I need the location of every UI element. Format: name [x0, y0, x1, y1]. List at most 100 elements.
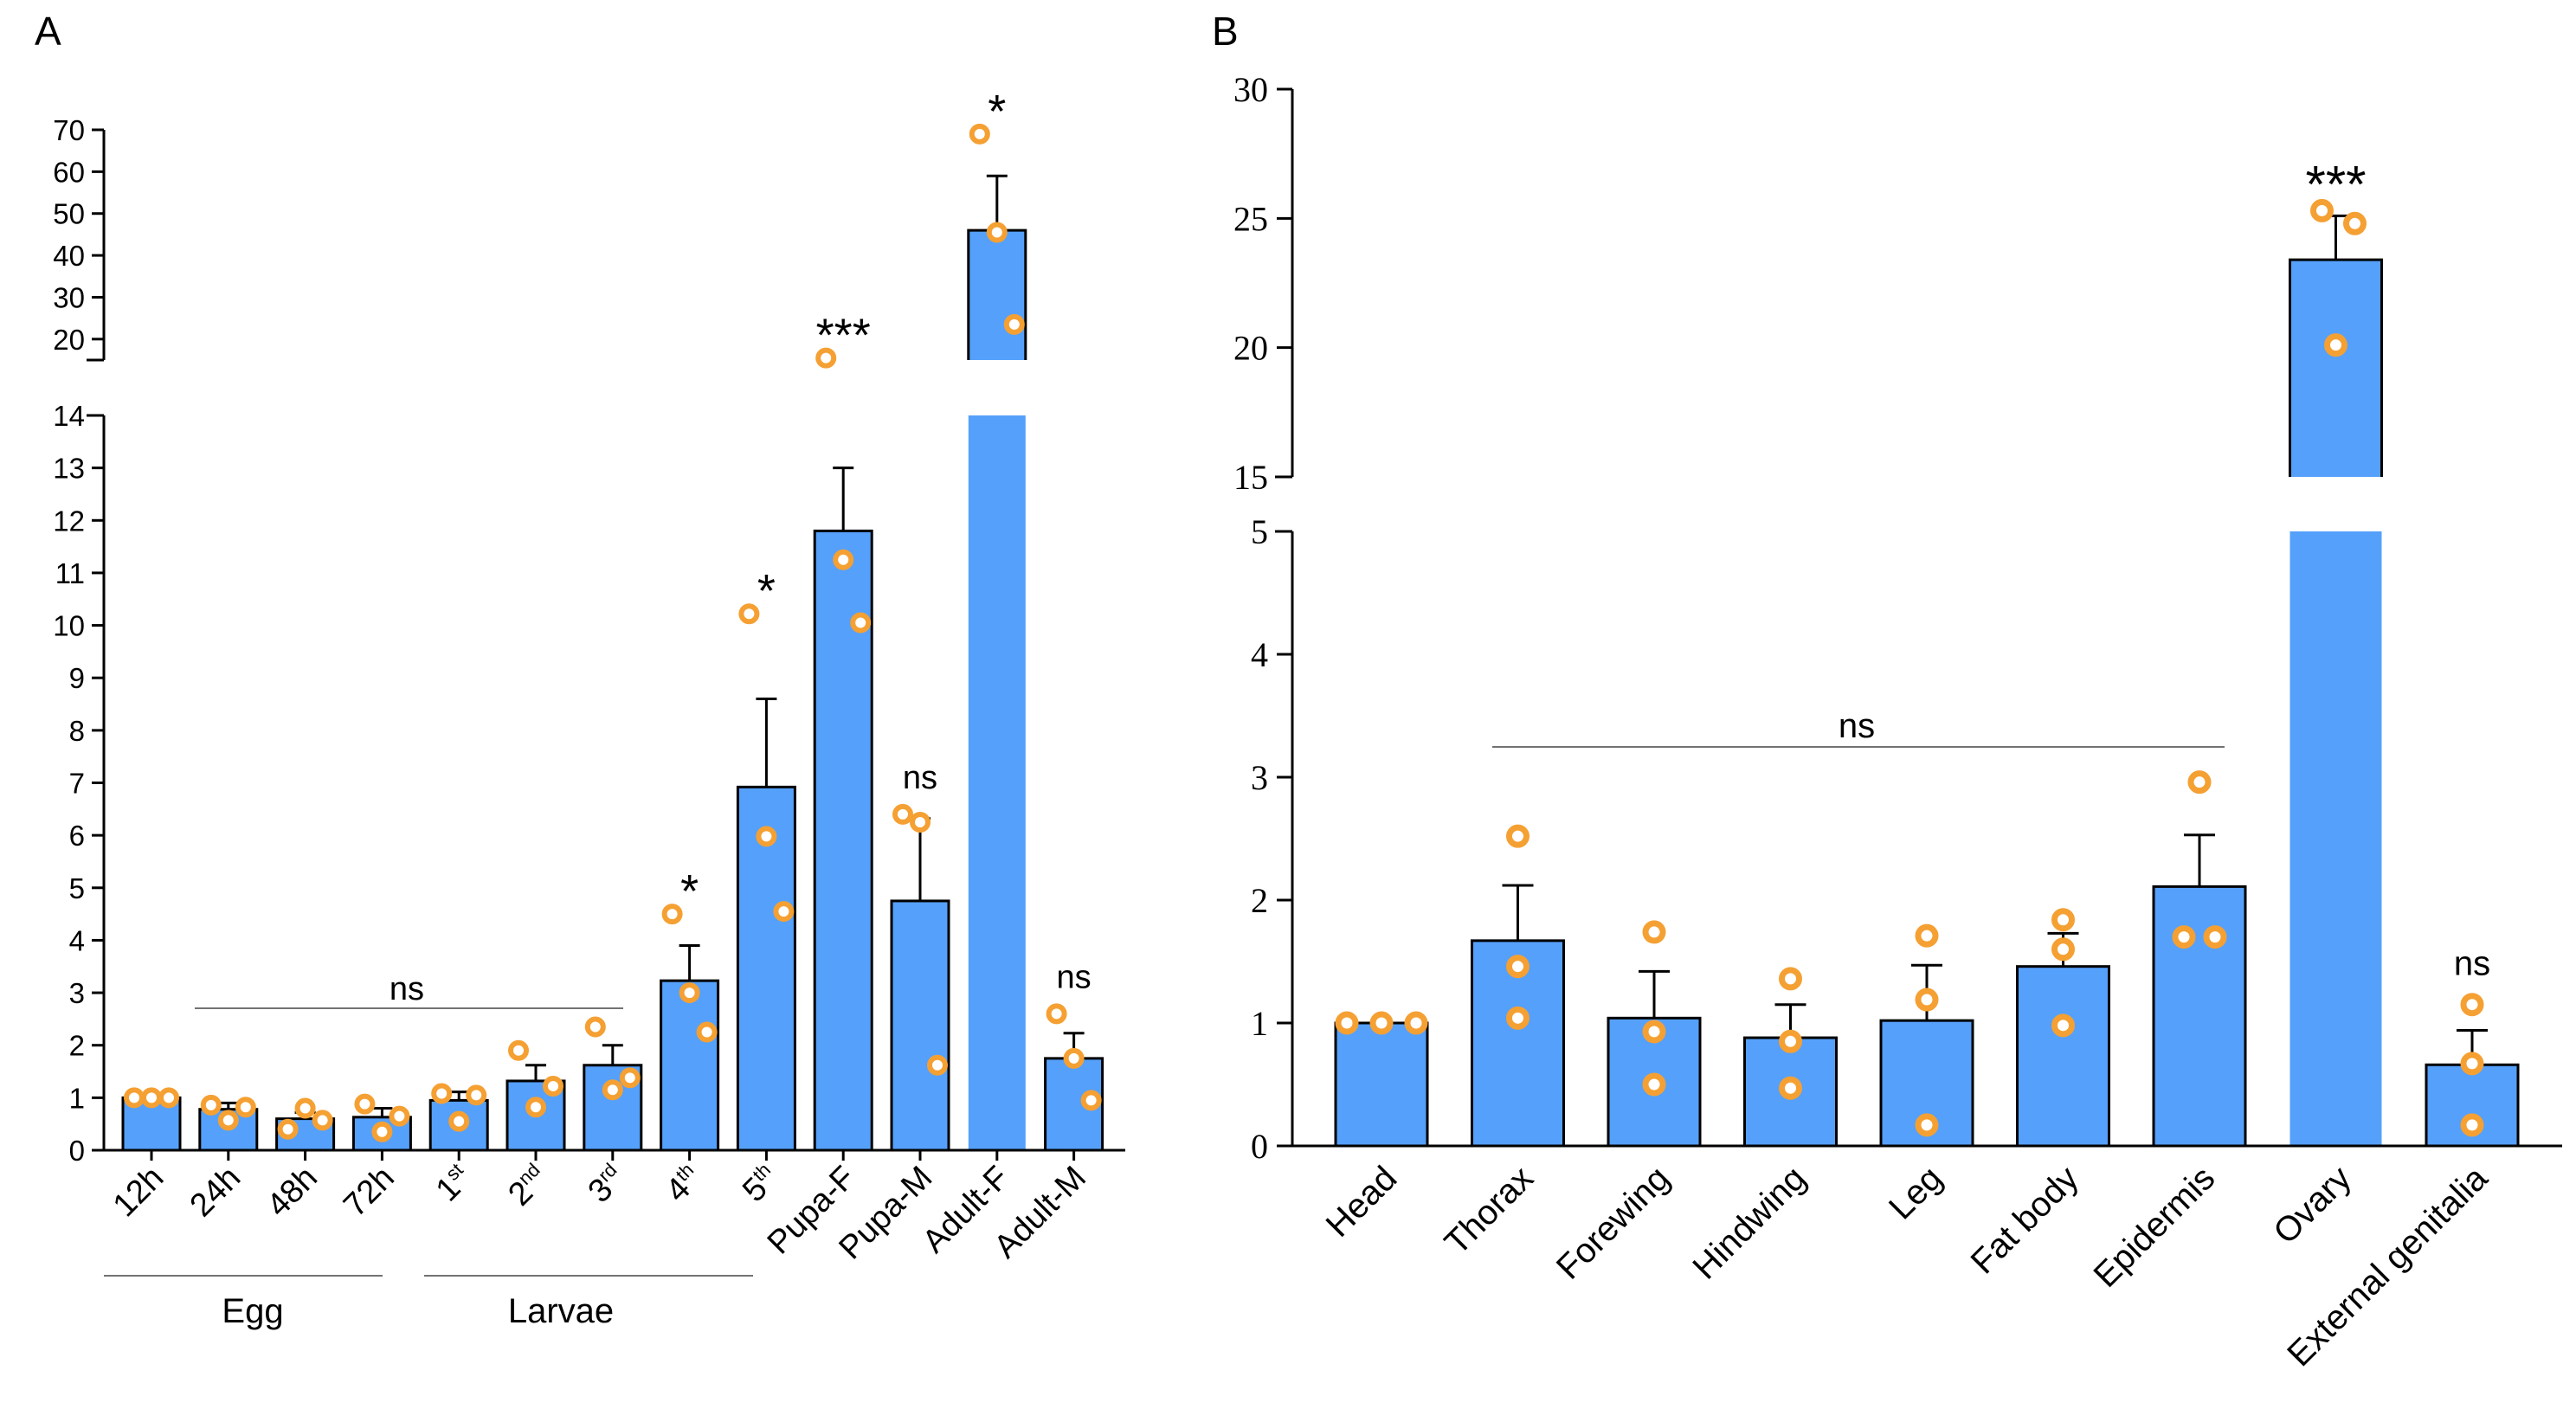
panel-b-letter: B [1212, 9, 1239, 54]
y-tick-label: 2 [1251, 881, 1268, 920]
y-tick-label: 9 [69, 662, 85, 694]
y-tick-label: 10 [53, 610, 85, 642]
significance-label: * [680, 865, 699, 917]
bar-upper-segment [968, 230, 1026, 360]
data-point [1642, 1072, 1666, 1097]
bar [1334, 1021, 1429, 1148]
data-point [2324, 333, 2347, 357]
bar-upper-segment [2289, 260, 2382, 477]
y-tick-label: 60 [53, 156, 85, 188]
data-point [1506, 824, 1530, 848]
bar [2016, 965, 2110, 1148]
x-tick-label: 48h [260, 1160, 325, 1225]
data-point [525, 1097, 546, 1118]
y-tick-label: 11 [55, 557, 85, 589]
data-point [466, 1084, 487, 1106]
y-tick-label: 30 [53, 281, 85, 313]
data-point [679, 982, 700, 1004]
x-tick-label: Head [1319, 1159, 1405, 1245]
significance-label: ns [2454, 945, 2490, 983]
ns-bracket-label: ns [390, 971, 424, 1007]
y-tick-label: 20 [53, 324, 85, 356]
bar [736, 785, 796, 1152]
y-tick-label: 12 [53, 505, 85, 537]
x-tick-label-sup: th [748, 1159, 775, 1186]
y-tick-label: 2 [69, 1030, 85, 1062]
data-point [2460, 1052, 2484, 1076]
data-point [927, 1054, 948, 1076]
data-point [2310, 198, 2334, 222]
y-tick-label: 70 [53, 114, 85, 146]
x-tick-label: Fat body [1964, 1159, 2086, 1281]
x-tick-label-sup: th [672, 1159, 699, 1186]
data-point [431, 1083, 453, 1104]
data-point [1063, 1047, 1085, 1069]
data-point [1506, 955, 1530, 979]
data-point [892, 803, 913, 825]
data-point [1080, 1090, 1102, 1111]
data-point [1046, 1003, 1067, 1025]
data-point [602, 1079, 623, 1101]
data-point [158, 1087, 179, 1109]
data-point [1915, 923, 1939, 948]
x-tick-label: 12h [106, 1160, 171, 1225]
data-point [1369, 1011, 1394, 1035]
y-tick-label: 5 [69, 872, 85, 904]
data-point [696, 1021, 718, 1043]
y-tick-label: 14 [53, 400, 85, 432]
data-point [2343, 211, 2367, 235]
data-point [2187, 770, 2212, 795]
bar [890, 899, 950, 1152]
data-point [217, 1110, 239, 1131]
data-point [1642, 1020, 1666, 1044]
data-point [312, 1110, 333, 1131]
x-tick-label: Leg [1882, 1159, 1949, 1226]
data-point [2051, 908, 2075, 932]
data-point [354, 1093, 376, 1115]
y-tick-label: 3 [1251, 758, 1268, 797]
bar [2289, 531, 2382, 1146]
ns-bracket-label: ns [1839, 707, 1875, 745]
significance-label: *** [2305, 155, 2366, 213]
data-point [619, 1067, 641, 1089]
data-point [448, 1110, 470, 1132]
x-tick-label: 3rd [581, 1159, 632, 1210]
data-point [1335, 1011, 1359, 1035]
data-point [2460, 993, 2484, 1017]
x-tick-label: 5th [735, 1159, 785, 1209]
y-tick-label: 1 [69, 1082, 85, 1114]
data-point [294, 1097, 316, 1119]
significance-label: ns [1057, 959, 1092, 995]
data-point [1779, 967, 1802, 991]
data-point [1506, 1006, 1530, 1030]
data-point [141, 1087, 162, 1109]
data-point [389, 1105, 410, 1127]
data-point [815, 347, 837, 369]
data-point [584, 1016, 606, 1038]
y-tick-label: 6 [69, 820, 85, 852]
data-point [1915, 1113, 1939, 1137]
x-tick-label: 2nd [501, 1159, 556, 1213]
egg-group-label: Egg [222, 1292, 283, 1330]
data-point [543, 1076, 564, 1097]
significance-label: * [988, 86, 1006, 138]
panel-a-letter: A [35, 9, 61, 54]
data-point [986, 222, 1008, 243]
y-tick-label: 50 [53, 198, 85, 230]
data-point [1779, 1076, 1802, 1100]
data-point [833, 549, 854, 570]
y-tick-label: 25 [1233, 199, 1268, 238]
significance-label: * [757, 565, 776, 617]
data-point [2460, 1113, 2484, 1137]
y-tick-label: 8 [69, 715, 85, 747]
data-point [738, 603, 760, 625]
y-tick-label: 3 [69, 977, 85, 1009]
y-tick-label: 4 [1251, 635, 1268, 674]
data-point [661, 904, 683, 925]
x-tick-label: 1st [428, 1159, 478, 1208]
data-point [2172, 925, 2196, 949]
bar [2152, 885, 2247, 1148]
y-tick-label: 4 [69, 924, 85, 956]
y-tick-label: 1 [1251, 1004, 1268, 1043]
